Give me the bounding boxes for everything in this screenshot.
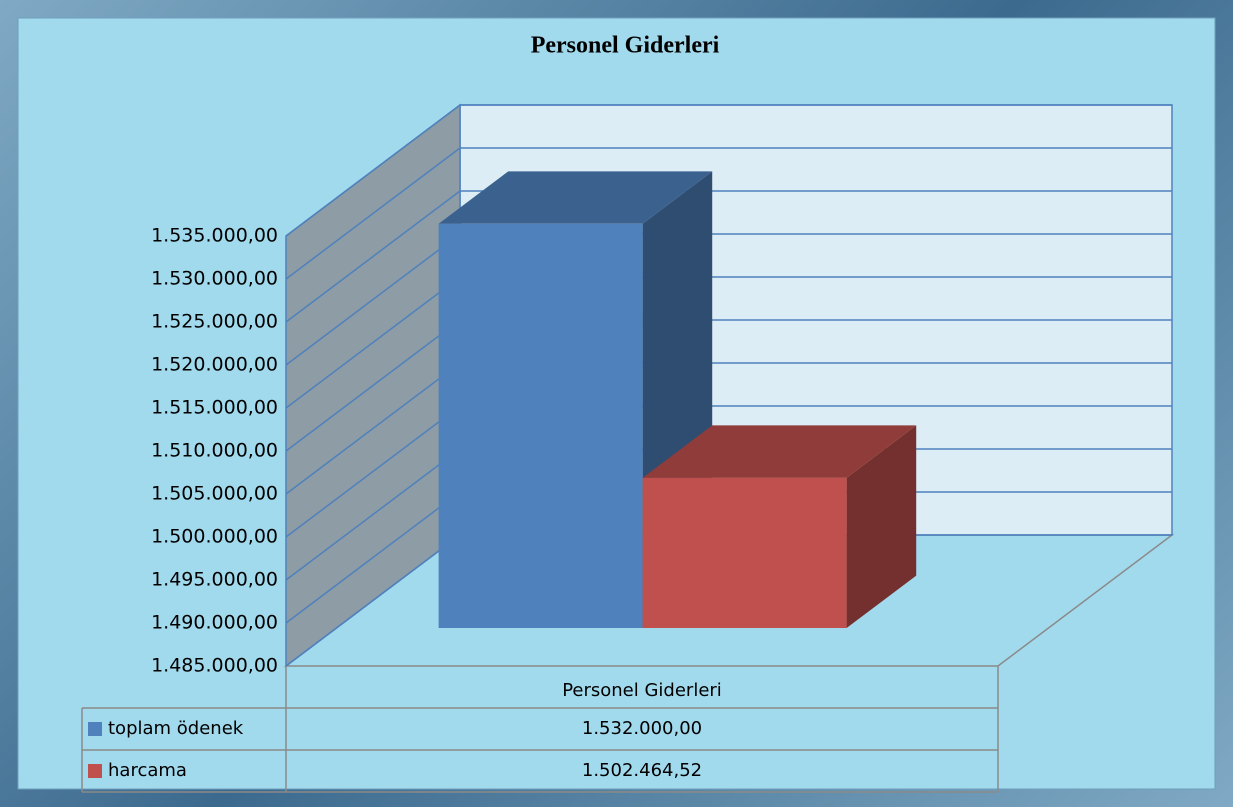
y-tick-label: 1.530.000,00	[151, 268, 278, 290]
y-tick-label: 1.510.000,00	[151, 440, 278, 462]
grid-line	[285, 190, 1172, 323]
y-tick-label: 1.505.000,00	[151, 483, 278, 505]
bar	[438, 223, 643, 629]
grid-line	[285, 147, 1172, 280]
chart-title: Personel Giderleri	[531, 33, 720, 59]
y-tick-label: 1.490.000,00	[151, 612, 278, 634]
bar	[642, 477, 847, 629]
y-tick-label: 1.500.000,00	[151, 526, 278, 548]
x-tick-label: Personel Giderleri	[562, 680, 722, 701]
bar-side	[846, 425, 917, 629]
bar-top	[438, 171, 713, 224]
y-tick-label: 1.525.000,00	[151, 311, 278, 333]
table-value: 1.502.464,52	[582, 760, 702, 781]
grid-line	[285, 104, 1172, 237]
legend-label: harcama	[108, 760, 187, 781]
legend-swatch	[88, 764, 102, 778]
y-tick-label: 1.520.000,00	[151, 354, 278, 376]
y-tick-label: 1.515.000,00	[151, 397, 278, 419]
bar-top	[642, 425, 917, 478]
legend-label: toplam ödenek	[108, 718, 244, 739]
table-value: 1.532.000,00	[582, 718, 702, 739]
y-tick-label: 1.485.000,00	[151, 655, 278, 677]
legend-swatch	[88, 722, 102, 736]
y-tick-label: 1.495.000,00	[151, 569, 278, 591]
y-tick-label: 1.535.000,00	[151, 225, 278, 247]
